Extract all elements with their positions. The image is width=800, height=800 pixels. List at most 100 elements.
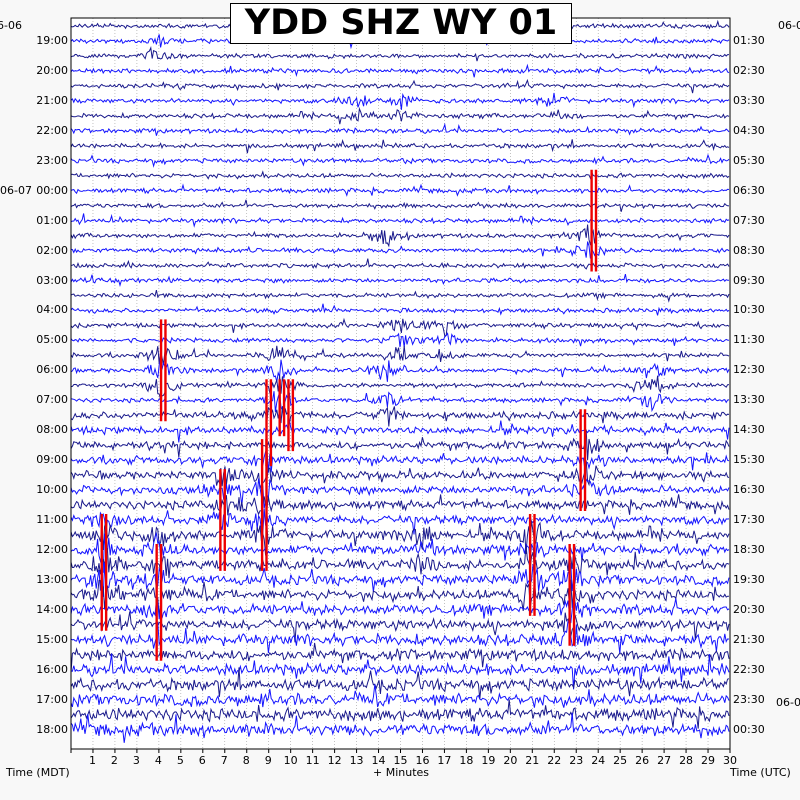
trace-19 [70, 303, 730, 316]
trace-46 [70, 699, 730, 729]
x-tick-label: 24 [591, 754, 606, 767]
x-tick-label: 28 [679, 754, 694, 767]
trace-9 [70, 153, 730, 168]
right-hour-label: 05:30 [733, 153, 765, 167]
left-hour-label: 23:00 [36, 153, 68, 167]
x-tick-label: 20 [503, 754, 518, 767]
right-top-date-label: 06-06 [778, 19, 800, 32]
left-hour-label: 05:00 [36, 333, 68, 347]
trace-42 [70, 642, 730, 673]
right-hour-label: 16:30 [733, 483, 765, 497]
trace-23 [70, 358, 730, 382]
trace-10 [70, 170, 730, 180]
trace-5 [70, 92, 730, 110]
trace-38 [70, 579, 730, 617]
x-tick-label: 23 [569, 754, 584, 767]
left-hour-label: 14:00 [36, 602, 68, 616]
left-hour-label: 21:00 [36, 93, 68, 107]
x-tick-label: 27 [657, 754, 672, 767]
left-hour-label: 04:00 [36, 303, 68, 317]
x-tick-label: 25 [613, 754, 628, 767]
x-tick-label: 26 [635, 754, 650, 767]
left-hour-label: 02:00 [36, 243, 68, 257]
trace-33 [70, 508, 730, 535]
trace-15 [70, 241, 730, 259]
left-hour-label: 00:00 [36, 183, 68, 197]
x-tick-label: 8 [242, 754, 250, 767]
trace-21 [70, 332, 730, 348]
trace-22 [70, 345, 730, 365]
left-hour-label: 16:00 [36, 662, 68, 676]
x-tick-label: 4 [154, 754, 162, 767]
trace-16 [70, 258, 730, 270]
x-tick-label: 2 [110, 754, 118, 767]
trace-group [70, 19, 730, 743]
trace-39 [70, 596, 730, 624]
left-hour-label: 18:00 [36, 722, 68, 736]
trace-32 [70, 494, 730, 516]
right-hour-label: 03:30 [733, 93, 765, 107]
left-hour-label: 22:00 [36, 123, 68, 137]
trace-13 [70, 213, 730, 228]
x-tick-label: 10 [283, 754, 298, 767]
right-hour-label: 13:30 [733, 393, 765, 407]
left-hour-label: 12:00 [36, 542, 68, 556]
right-hour-label: 22:30 [733, 662, 765, 676]
left-hour-label: 20:00 [36, 63, 68, 77]
right-hour-label: 17:30 [733, 513, 765, 527]
x-tick-label: 14 [371, 754, 386, 767]
trace-41 [70, 620, 730, 654]
trace-28 [70, 429, 730, 461]
x-tick-label: 21 [525, 754, 540, 767]
trace-3 [70, 63, 730, 78]
trace-31 [70, 478, 730, 509]
x-tick-label: 30 [723, 754, 737, 767]
left-hour-label: 03:00 [36, 273, 68, 287]
left-hour-label: 08:00 [36, 423, 68, 437]
x-tick-label: 13 [349, 754, 364, 767]
left-hour-label: 19:00 [36, 34, 68, 47]
right-date-label: 06-07 [776, 695, 800, 709]
x-tick-label: 12 [327, 754, 342, 767]
x-tick-label: 19 [481, 754, 496, 767]
x-tick-label: 5 [176, 754, 184, 767]
clip-markers [100, 169, 598, 661]
left-hour-label: 01:00 [36, 213, 68, 227]
right-hour-label: 02:30 [733, 63, 765, 77]
left-hour-label: 17:00 [36, 692, 68, 706]
trace-30 [70, 460, 730, 490]
left-hour-label: 09:00 [36, 453, 68, 467]
right-hour-label: 04:30 [733, 123, 765, 137]
x-tick-label: 6 [198, 754, 206, 767]
x-tick-label: 1 [88, 754, 96, 767]
x-axis-ticks [70, 749, 731, 753]
x-tick-label: 29 [701, 754, 716, 767]
left-hour-label: 07:00 [36, 393, 68, 407]
trace-2 [70, 46, 729, 62]
trace-6 [70, 106, 730, 125]
left-hour-label: 13:00 [36, 572, 68, 586]
trace-26 [70, 406, 730, 427]
x-tick-label: 7 [220, 754, 228, 767]
left-hour-label: 10:00 [36, 483, 68, 497]
trace-29 [70, 449, 730, 473]
right-hour-label: 15:30 [733, 453, 765, 467]
right-hour-label: 21:30 [733, 632, 765, 646]
right-hour-label: 11:30 [733, 333, 765, 347]
x-tick-label: 17 [437, 754, 452, 767]
trace-35 [70, 531, 730, 573]
trace-47 [70, 712, 730, 743]
trace-34 [70, 521, 730, 556]
left-hour-label: 15:00 [36, 632, 68, 646]
trace-8 [70, 138, 730, 154]
trace-18 [70, 289, 730, 303]
right-hour-label: 20:30 [733, 602, 765, 616]
trace-40 [70, 611, 730, 643]
right-hour-label: 01:30 [733, 34, 765, 47]
trace-36 [70, 544, 730, 579]
x-tick-label: 18 [459, 754, 474, 767]
left-axis-title: Time (MDT) [6, 766, 70, 779]
right-hour-label: 10:30 [733, 303, 765, 317]
left-hour-label: 06:00 [36, 363, 68, 377]
